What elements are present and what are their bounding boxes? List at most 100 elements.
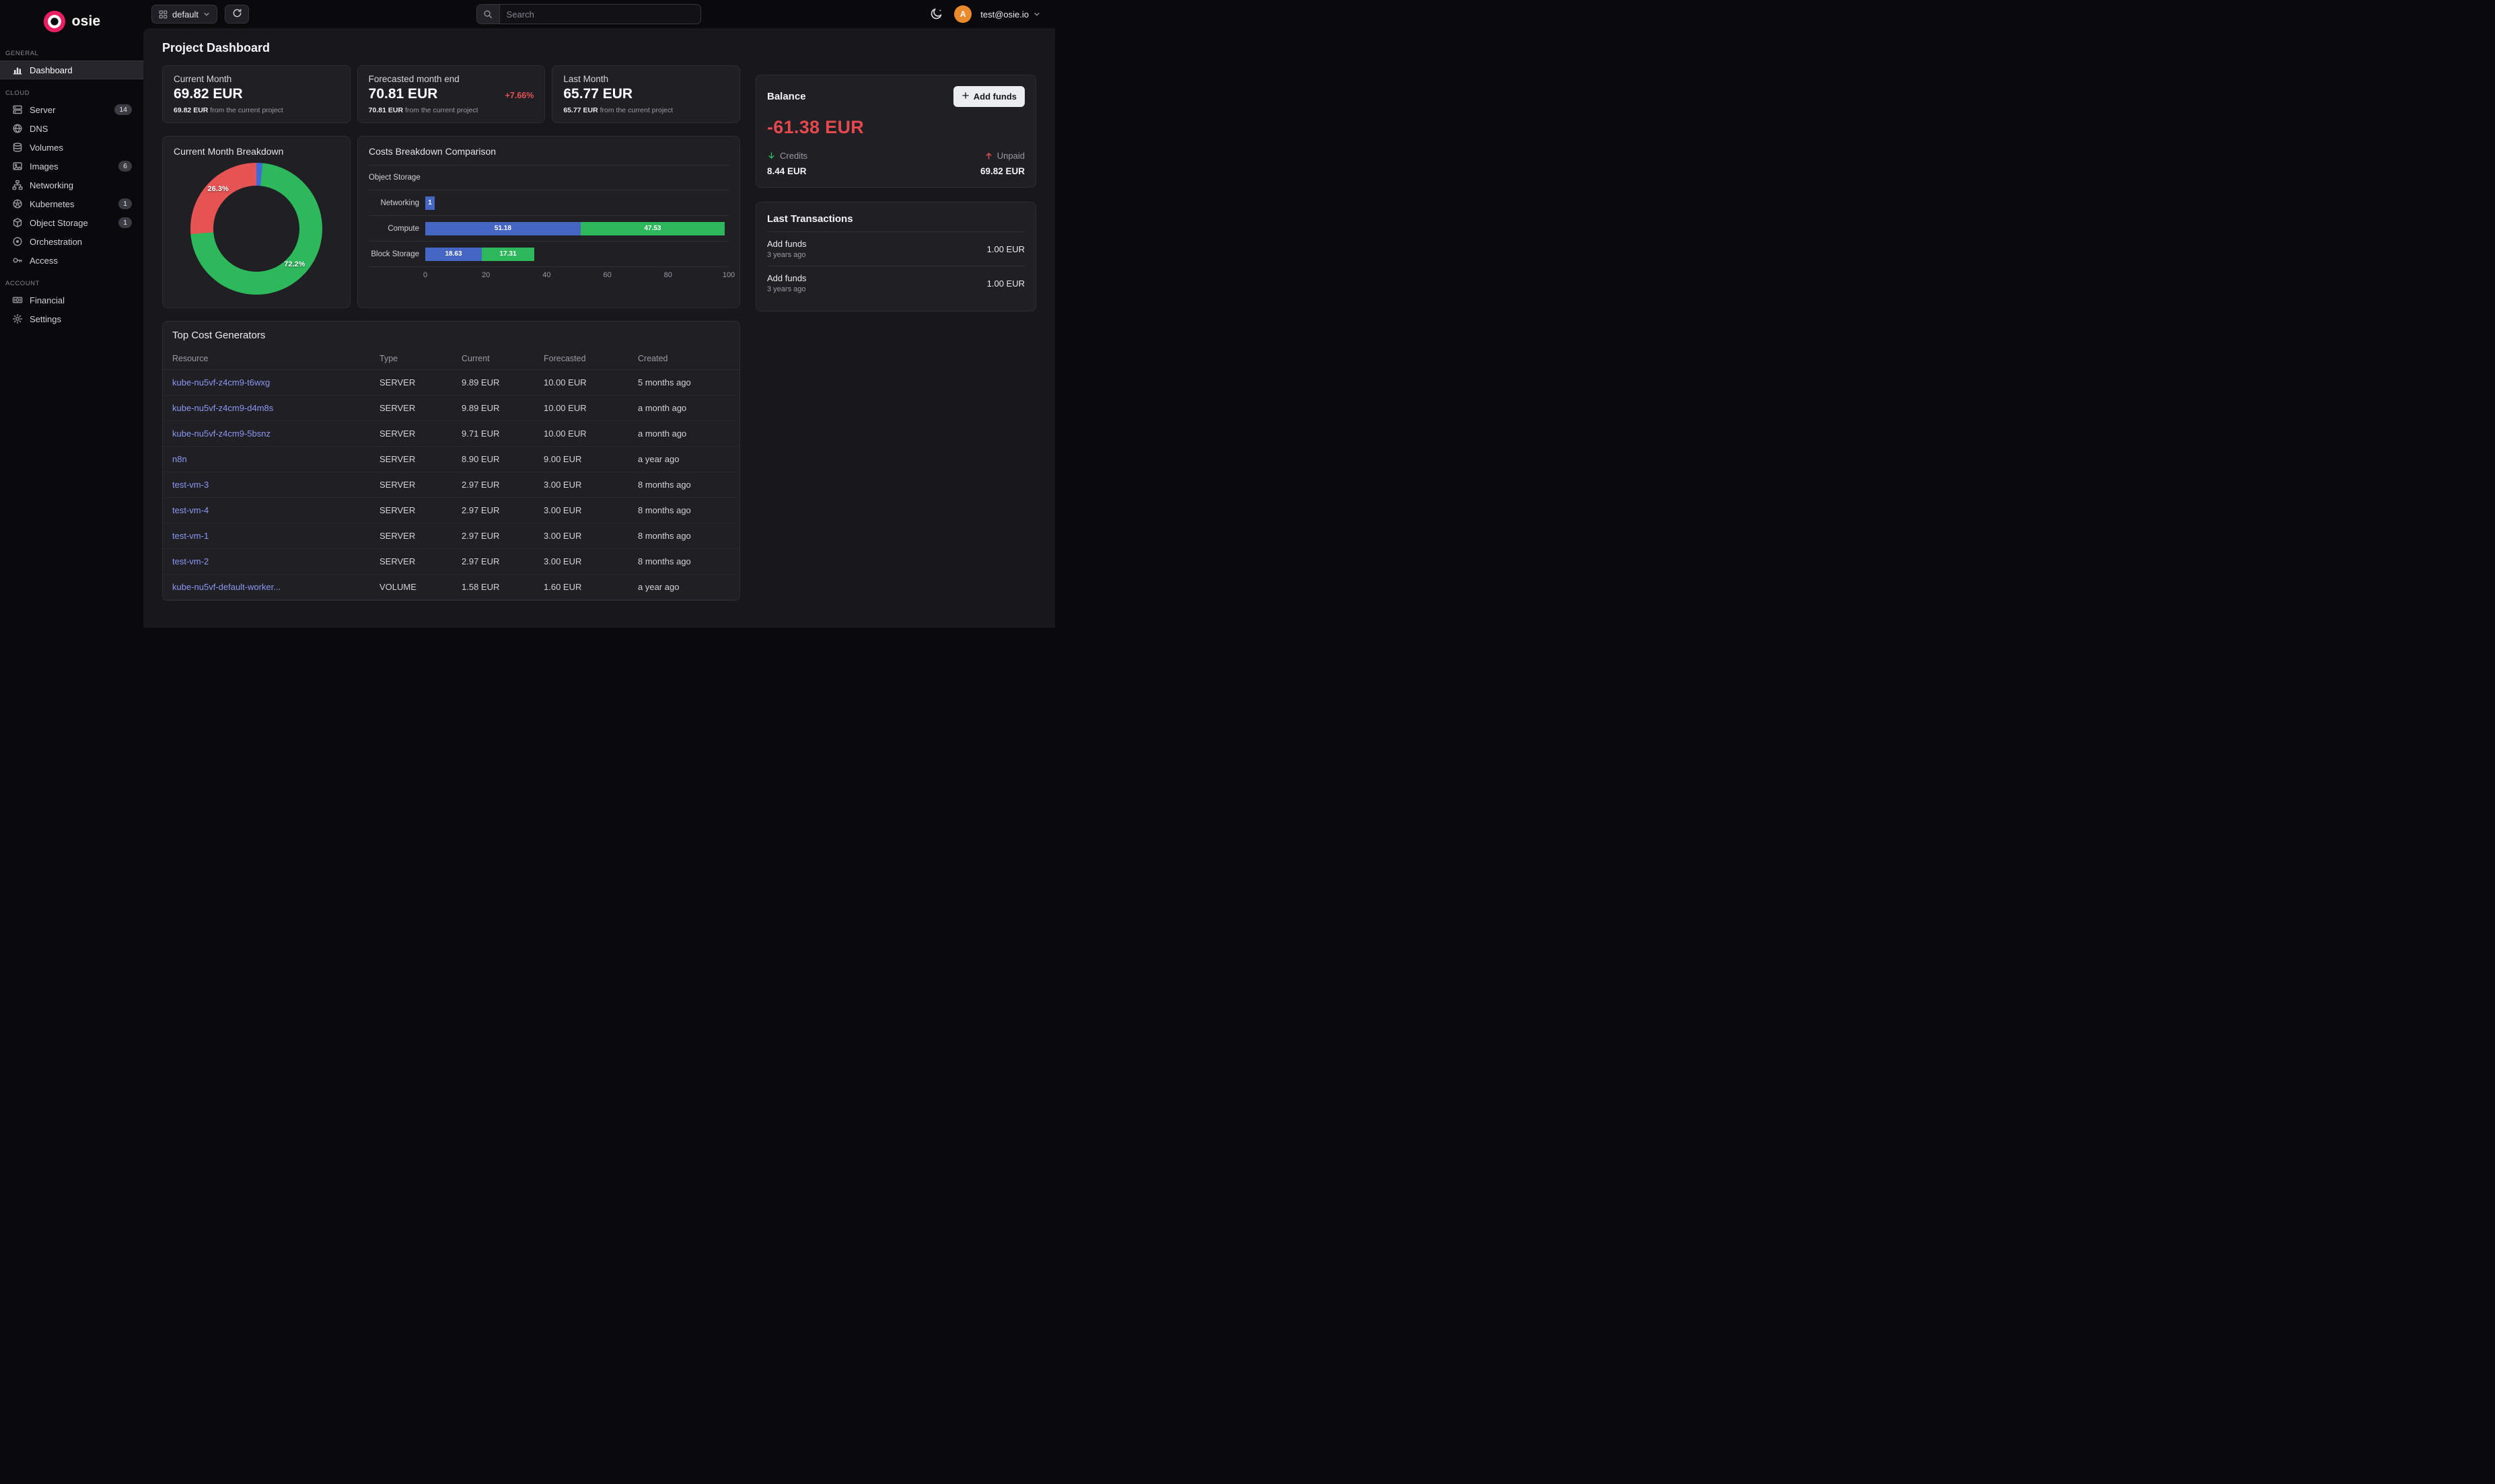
dark-mode-toggle[interactable] xyxy=(928,5,945,24)
balance-card: Balance Add funds -61.38 EUR Credit xyxy=(756,75,1036,188)
resource-link[interactable]: test-vm-2 xyxy=(172,556,209,566)
refresh-button[interactable] xyxy=(225,5,250,24)
bars-x-axis: 0 20 40 60 80 100 xyxy=(423,267,735,282)
app-name: osie xyxy=(71,13,101,29)
sidebar-item-settings[interactable]: Settings xyxy=(0,309,143,328)
search-input[interactable] xyxy=(499,5,700,24)
column-header: Resource xyxy=(163,348,373,370)
bar-row: Compute 51.18 47.53 xyxy=(369,216,729,242)
project-selector[interactable]: default xyxy=(151,5,218,24)
bar-segment-forecasted: 17.31 xyxy=(482,247,535,261)
column-header: Created xyxy=(631,348,739,370)
costs-breakdown-card: Costs Breakdown Comparison Object Storag… xyxy=(357,136,740,308)
transaction-label: Add funds xyxy=(767,239,807,249)
resource-link[interactable]: n8n xyxy=(172,454,187,464)
app-logo: osie xyxy=(0,0,143,40)
table-row: test-vm-4 SERVER 2.97 EUR 3.00 EUR 8 months … xyxy=(163,497,739,523)
bar-segment-forecasted: 47.53 xyxy=(580,221,725,235)
logo-icon xyxy=(43,10,66,33)
axis-tick-label: 60 xyxy=(603,271,612,279)
networking-icon xyxy=(12,180,23,190)
financial-icon xyxy=(12,295,23,305)
cell-created: a year ago xyxy=(631,446,739,472)
sidebar-section-label: CLOUD xyxy=(5,89,30,97)
sidebar-item-label: Object Storage xyxy=(30,217,88,228)
top-cost-generators-card: Top Cost Generators Resource Type Current F… xyxy=(162,321,740,601)
credits-label: Credits xyxy=(780,151,808,161)
stat-value: 70.81 EUR xyxy=(368,86,438,102)
sidebar-item-kubernetes[interactable]: Kubernetes 1 xyxy=(0,194,143,213)
cell-forecasted: 1.60 EUR xyxy=(537,574,631,600)
bar-category-label: Compute xyxy=(388,224,419,233)
transaction-time: 3 years ago xyxy=(767,285,806,293)
sidebar-item-server[interactable]: Server 14 xyxy=(0,100,143,119)
sidebar-item-volumes[interactable]: Volumes xyxy=(0,138,143,157)
cell-created: a year ago xyxy=(631,574,739,600)
chevron-down-icon xyxy=(1034,11,1040,17)
topbar: default A test@osie.io xyxy=(143,0,1055,28)
cell-type: SERVER xyxy=(373,497,455,523)
stats-row: Current Month 69.82 EUR 69.82 EUR from the… xyxy=(162,65,741,123)
resource-link[interactable]: kube-nu5vf-z4cm9-5bsnz xyxy=(172,429,270,439)
sidebar-item-badge: 6 xyxy=(118,160,132,172)
stat-delta: +7.66% xyxy=(505,91,534,100)
add-funds-button[interactable]: Add funds xyxy=(953,86,1025,107)
avatar[interactable]: A xyxy=(954,5,972,23)
sidebar-item-dashboard[interactable]: Dashboard xyxy=(0,61,143,79)
cell-current: 1.58 EUR xyxy=(455,574,537,600)
cell-current: 2.97 EUR xyxy=(455,523,537,549)
project-selector-label: default xyxy=(172,9,199,20)
cell-type: SERVER xyxy=(373,369,455,396)
sidebar-item-label: Images xyxy=(30,161,59,172)
topbar-right: A test@osie.io xyxy=(928,5,1040,24)
table-row: test-vm-2 SERVER 2.97 EUR 3.00 EUR 8 months … xyxy=(163,548,739,574)
bar-row: Networking 1 xyxy=(369,190,729,216)
sidebar-item-object-storage[interactable]: Object Storage 1 xyxy=(0,213,143,232)
dns-globe-icon xyxy=(12,123,23,134)
sidebar-item-access[interactable]: Access xyxy=(0,251,143,270)
sidebar-item-label: Financial xyxy=(30,295,65,305)
column-header: Type xyxy=(373,348,455,370)
sidebar-item-financial[interactable]: Financial xyxy=(0,291,143,309)
cell-forecasted: 10.00 EUR xyxy=(537,369,631,396)
project-icon xyxy=(159,10,168,19)
cell-forecasted: 3.00 EUR xyxy=(537,523,631,549)
unpaid-label: Unpaid xyxy=(997,151,1025,161)
resource-link[interactable]: test-vm-4 xyxy=(172,505,209,515)
cost-table: Resource Type Current Forecasted Created kub… xyxy=(163,348,739,600)
axis-tick-label: 80 xyxy=(663,271,672,279)
transaction-amount: 1.00 EUR xyxy=(986,278,1025,289)
cell-type: SERVER xyxy=(373,523,455,549)
user-email: test@osie.io xyxy=(980,9,1029,20)
sidebar-item-images[interactable]: Images 6 xyxy=(0,157,143,176)
chevron-down-icon xyxy=(203,11,210,17)
table-row: n8n SERVER 8.90 EUR 9.00 EUR a year ago xyxy=(163,446,739,472)
resource-link[interactable]: kube-nu5vf-default-worker... xyxy=(172,582,281,592)
resource-link[interactable]: test-vm-1 xyxy=(172,531,209,541)
user-menu[interactable]: test@osie.io xyxy=(980,9,1040,20)
sidebar-section-label: GENERAL xyxy=(5,50,39,57)
transaction-time: 3 years ago xyxy=(767,251,806,259)
sidebar-item-label: Server xyxy=(30,104,56,115)
table-row: kube-nu5vf-z4cm9-t6wxg SERVER 9.89 EUR 10.0… xyxy=(163,369,739,396)
stat-footnote: 65.77 EUR from the current project xyxy=(563,106,674,114)
cell-forecasted: 3.00 EUR xyxy=(537,472,631,498)
axis-tick-label: 40 xyxy=(542,271,551,279)
resource-link[interactable]: kube-nu5vf-z4cm9-d4m8s xyxy=(172,403,274,413)
sidebar-item-dns[interactable]: DNS xyxy=(0,119,143,138)
table-title: Top Cost Generators xyxy=(172,330,266,341)
bar-track: 1 xyxy=(425,196,729,210)
cell-forecasted: 3.00 EUR xyxy=(537,548,631,574)
bar-track: 18.63 17.31 xyxy=(425,247,729,261)
sidebar-item-orchestration[interactable]: Orchestration xyxy=(0,232,143,251)
sidebar-item-label: Orchestration xyxy=(30,236,83,247)
stat-footnote: 69.82 EUR from the current project xyxy=(174,106,283,114)
sidebar-item-label: Settings xyxy=(30,313,61,324)
sidebar-item-label: Access xyxy=(30,255,58,266)
axis-tick-label: 0 xyxy=(423,271,428,279)
stat-card: Current Month 69.82 EUR 69.82 EUR from the… xyxy=(162,65,351,123)
resource-link[interactable]: test-vm-3 xyxy=(172,480,209,490)
settings-icon xyxy=(12,313,23,324)
sidebar-item-networking[interactable]: Networking xyxy=(0,176,143,194)
resource-link[interactable]: kube-nu5vf-z4cm9-t6wxg xyxy=(172,377,270,387)
